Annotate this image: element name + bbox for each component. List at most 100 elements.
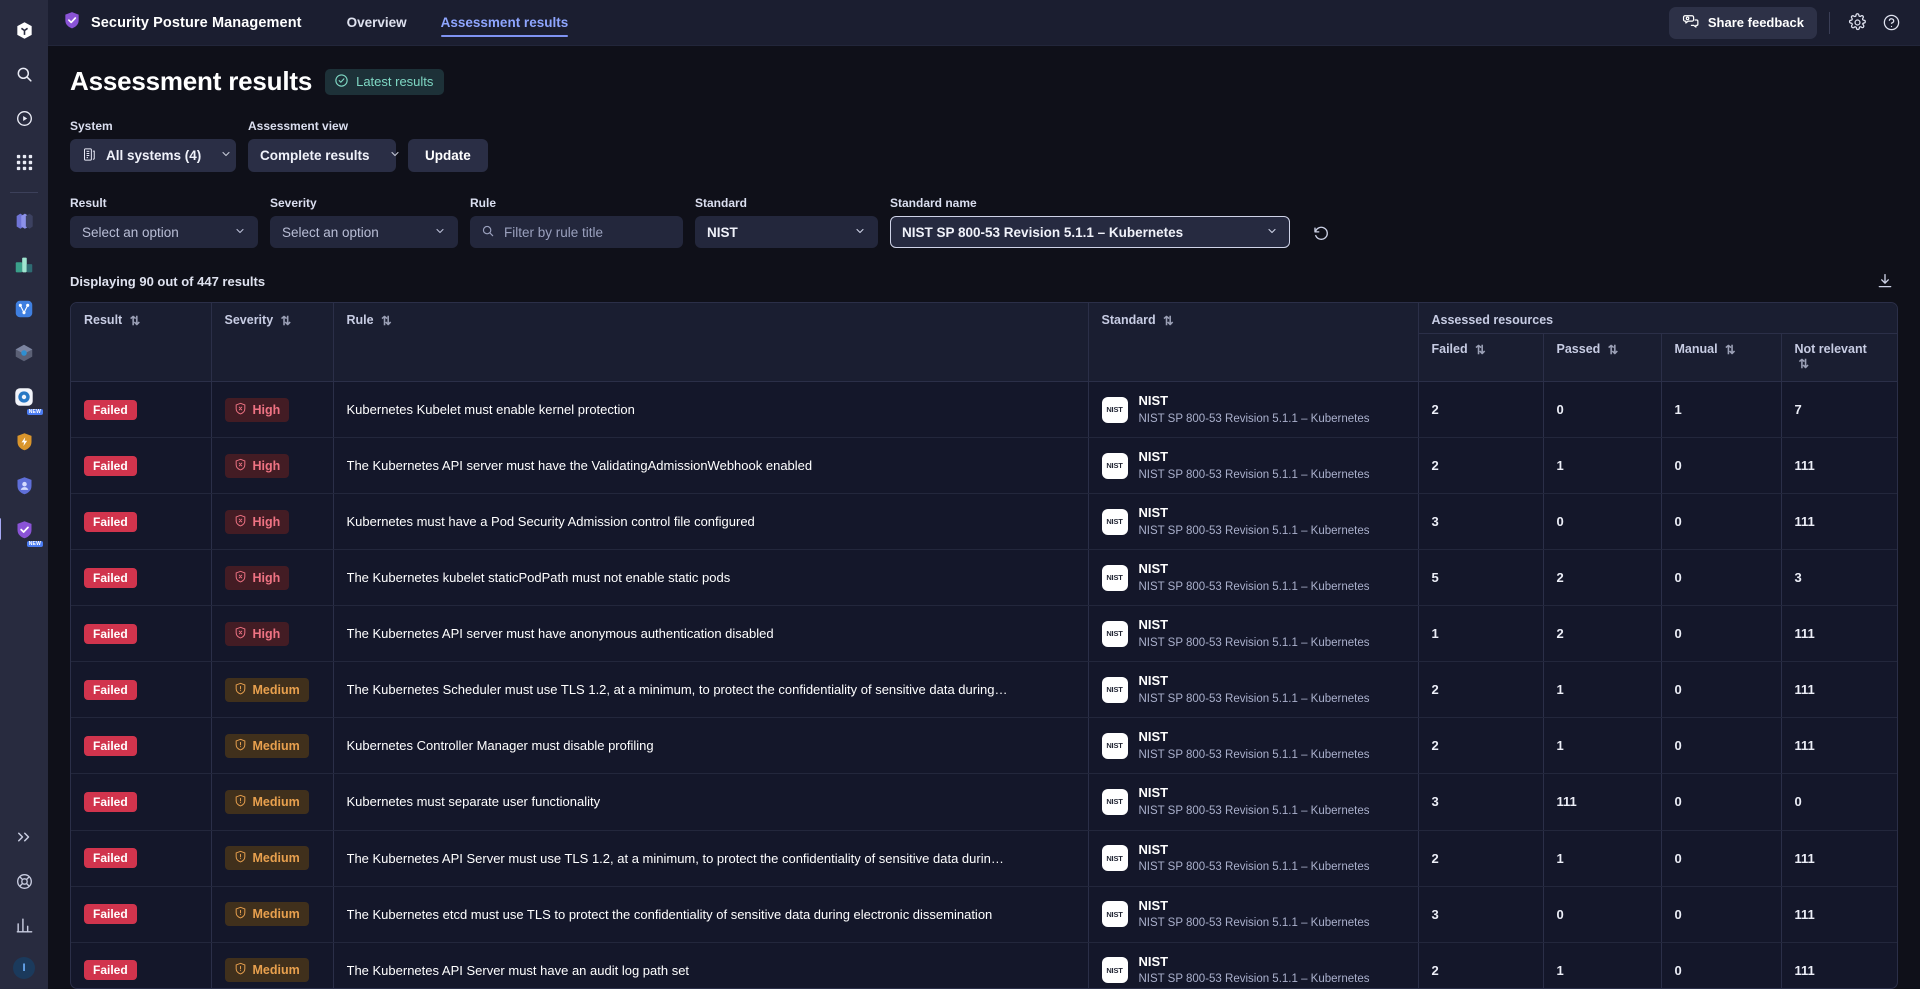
cell-result: Failed <box>71 830 211 887</box>
rule-link[interactable]: Kubernetes must have a Pod Security Admi… <box>346 514 755 530</box>
rule-link[interactable]: The Kubernetes API server must have anon… <box>346 626 774 642</box>
avatar-label: I <box>22 962 26 974</box>
reset-filters-button[interactable] <box>1306 218 1336 248</box>
share-feedback-button[interactable]: Share feedback <box>1668 6 1817 39</box>
active-indicator <box>0 518 1 540</box>
rule-link[interactable]: The Kubernetes API Server must have an a… <box>346 962 690 978</box>
table-row[interactable]: Failed High Kubernetes Kubelet must enable… <box>71 381 1897 439</box>
standard-subtitle: NIST SP 800-53 Revision 5.1.1 – Kubernet… <box>1138 804 1370 817</box>
severity-filter-select[interactable]: Select an option <box>270 216 458 248</box>
update-button[interactable]: Update <box>408 139 488 172</box>
rule-link[interactable]: Kubernetes must separate user functional… <box>346 794 601 810</box>
layers-icon[interactable] <box>7 204 41 238</box>
table-row[interactable]: Failed Medium The Kubernetes API Server mu… <box>71 830 1897 887</box>
assessment-view-select[interactable]: Complete results <box>248 139 399 172</box>
standard-name-select[interactable]: NIST SP 800-53 Revision 5.1.1 – Kubernet… <box>890 216 1290 248</box>
rule-link[interactable]: The Kubernetes API Server must use TLS 1… <box>346 850 1004 866</box>
table-row[interactable]: Failed High The Kubernetes API server must… <box>71 437 1897 495</box>
grid-apps-icon[interactable] <box>7 145 41 179</box>
col-not-relevant-label: Not relevant <box>1794 342 1867 356</box>
result-filter-select[interactable]: Select an option <box>70 216 258 248</box>
severity-shield-icon <box>234 458 247 474</box>
col-not-relevant[interactable]: Not relevant ⇅ <box>1780 333 1897 382</box>
lifebuoy-icon[interactable] <box>7 864 41 898</box>
cell-failed: 2 <box>1417 381 1543 439</box>
play-circle-icon[interactable] <box>7 101 41 135</box>
system-select[interactable]: All systems (4) <box>70 139 236 172</box>
col-manual[interactable]: Manual ⇅ <box>1660 333 1781 382</box>
system-label: System <box>70 119 113 133</box>
col-result-label: Result <box>84 313 123 327</box>
table-row[interactable]: Failed Medium Kubernetes Controller Manage… <box>71 717 1897 775</box>
rule-search-box[interactable]: Filter by rule title <box>470 216 683 248</box>
rule-link[interactable]: Kubernetes Controller Manager must disab… <box>346 738 654 754</box>
shield-bolt-icon[interactable] <box>7 424 41 458</box>
table-row[interactable]: Failed Medium The Kubernetes Scheduler mus… <box>71 661 1897 719</box>
cell-result: Failed <box>71 437 211 495</box>
media-icon[interactable] <box>7 336 41 370</box>
table-row[interactable]: Failed High The Kubernetes kubelet staticP… <box>71 549 1897 607</box>
severity-shield-icon <box>234 402 247 418</box>
cell-rule: Kubernetes Kubelet must enable kernel pr… <box>332 381 1088 439</box>
col-passed[interactable]: Passed ⇅ <box>1542 333 1661 382</box>
table-row[interactable]: Failed Medium The Kubernetes etcd must use… <box>71 886 1897 943</box>
col-result[interactable]: Result ⇅ <box>71 303 211 382</box>
severity-shield-icon <box>234 570 247 586</box>
standard-subtitle: NIST SP 800-53 Revision 5.1.1 – Kubernet… <box>1138 636 1370 649</box>
gear-icon[interactable] <box>1842 8 1872 38</box>
download-icon[interactable] <box>1872 268 1898 294</box>
avatar[interactable]: I <box>13 957 35 979</box>
sort-icon: ⇅ <box>1798 357 1809 371</box>
severity-label: High <box>252 402 281 417</box>
standard-subtitle: NIST SP 800-53 Revision 5.1.1 – Kubernet… <box>1138 412 1370 425</box>
cell-manual: 0 <box>1660 830 1781 887</box>
network-blue-icon[interactable] <box>7 292 41 326</box>
table-row[interactable]: Failed High The Kubernetes API server must… <box>71 605 1897 663</box>
chevron-down-icon <box>1254 225 1278 240</box>
cell-standard: NIST NIST NIST SP 800-53 Revision 5.1.1 – … <box>1087 381 1418 439</box>
nav-overview[interactable]: Overview <box>330 0 424 45</box>
rule-link[interactable]: Kubernetes Kubelet must enable kernel pr… <box>346 402 635 418</box>
help-circle-icon[interactable] <box>1876 8 1906 38</box>
gear-blue-icon[interactable]: NEW <box>7 380 43 415</box>
col-failed[interactable]: Failed ⇅ <box>1417 333 1543 382</box>
col-failed-label: Failed <box>1431 342 1468 356</box>
search-icon[interactable] <box>7 57 41 91</box>
severity-label: High <box>252 626 281 641</box>
table-row[interactable]: Failed Medium Kubernetes must separate use… <box>71 773 1897 831</box>
bar-chart-icon[interactable] <box>7 908 41 942</box>
table-row[interactable]: Failed Medium The Kubernetes API Server mu… <box>71 942 1897 988</box>
cell-manual: 0 <box>1660 437 1781 495</box>
cell-result: Failed <box>71 549 211 607</box>
standard-name-value: NIST SP 800-53 Revision 5.1.1 – Kubernet… <box>902 224 1184 240</box>
severity-label: High <box>252 570 281 585</box>
rule-link[interactable]: The Kubernetes API server must have the … <box>346 458 813 474</box>
rule-link[interactable]: The Kubernetes etcd must use TLS to prot… <box>346 906 993 922</box>
standard-filter-select[interactable]: NIST <box>695 216 878 248</box>
cell-not-relevant: 111 <box>1780 493 1897 551</box>
rule-link[interactable]: The Kubernetes kubelet staticPodPath mus… <box>346 570 731 586</box>
cell-not-relevant: 111 <box>1780 886 1897 943</box>
col-assessed-resources-label: Assessed resources <box>1431 313 1554 327</box>
rule-link[interactable]: The Kubernetes Scheduler must use TLS 1.… <box>346 682 1008 698</box>
shield-user-icon[interactable] <box>7 468 41 502</box>
cell-result: Failed <box>71 773 211 831</box>
col-standard[interactable]: Standard ⇅ <box>1087 303 1418 382</box>
chevrons-right-icon[interactable] <box>7 820 41 854</box>
table-row[interactable]: Failed High Kubernetes must have a Pod Sec… <box>71 493 1897 551</box>
col-rule[interactable]: Rule ⇅ <box>332 303 1088 382</box>
result-badge: Failed <box>84 455 137 476</box>
cube-icon[interactable] <box>7 13 41 47</box>
result-badge: Failed <box>84 735 137 756</box>
col-severity[interactable]: Severity ⇅ <box>210 303 333 382</box>
col-passed-label: Passed <box>1556 342 1601 356</box>
chart-blocks-icon[interactable] <box>7 248 41 282</box>
cell-failed: 1 <box>1417 605 1543 663</box>
cell-not-relevant: 111 <box>1780 942 1897 988</box>
severity-shield-icon <box>234 906 247 922</box>
sidebar-item-security-posture[interactable]: NEW <box>0 512 43 547</box>
result-badge: Failed <box>84 399 137 420</box>
system-select-value: All systems (4) <box>106 148 202 163</box>
nav-assessment-results[interactable]: Assessment results <box>424 0 586 45</box>
severity-badge: Medium <box>224 677 309 702</box>
